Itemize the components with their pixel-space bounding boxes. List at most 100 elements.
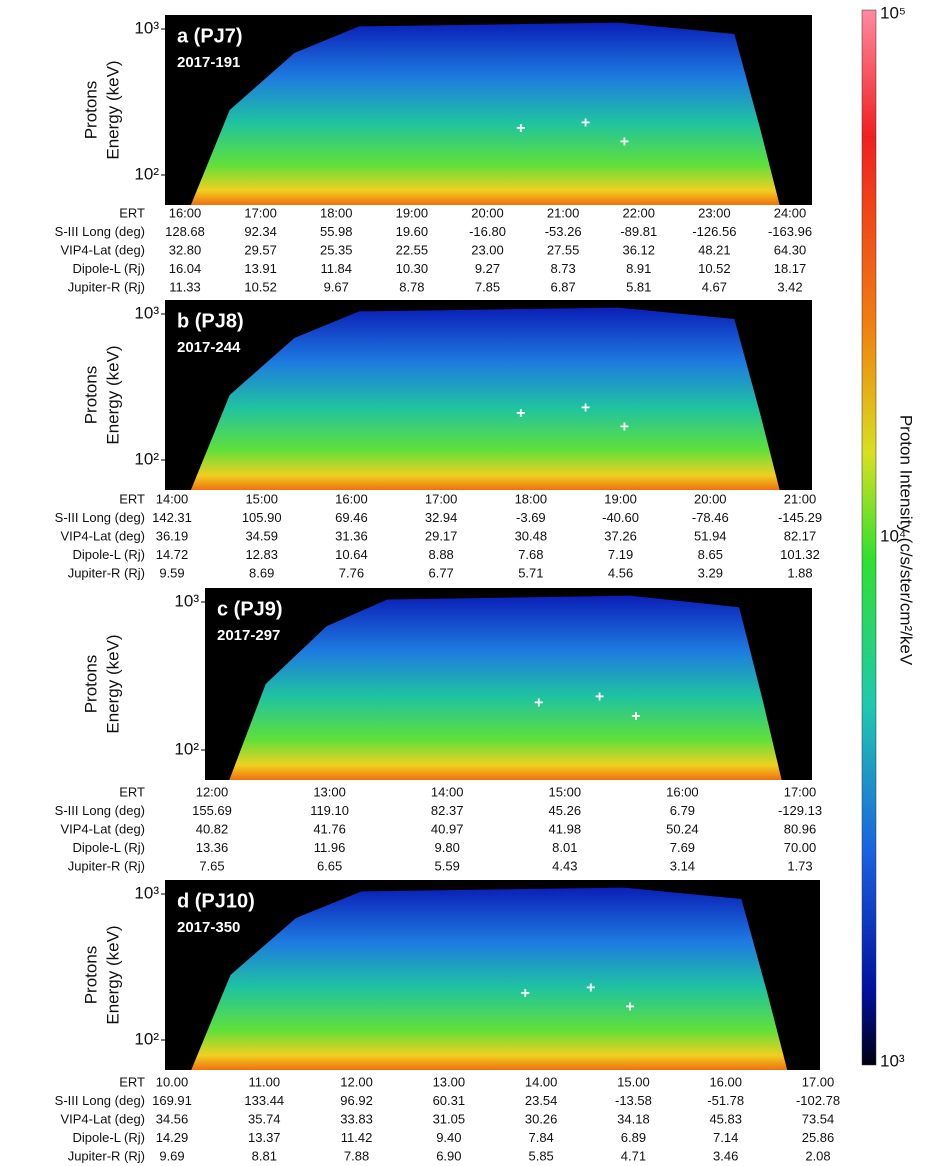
cell: 5.85	[528, 1148, 553, 1163]
cell: 34.18	[617, 1111, 650, 1126]
cell: 10.52	[244, 279, 277, 294]
cell: 9.80	[435, 840, 460, 855]
cell: 27.55	[547, 242, 580, 257]
row-label: Dipole-L (Rj)	[73, 547, 145, 562]
spectrogram	[229, 595, 782, 780]
marker: +	[620, 134, 629, 151]
y-axis-label: Protons	[81, 946, 100, 1005]
cell: 7.14	[713, 1130, 738, 1145]
row-label: Jupiter-R (Rj)	[68, 565, 145, 580]
panel-date: 2017-297	[217, 627, 280, 644]
colorbar-label: Proton Intensity (c/s/ster/cm²/keV	[897, 415, 916, 666]
cell: 80.96	[784, 821, 817, 836]
cell: 36.12	[622, 242, 655, 257]
cell: 31.36	[335, 528, 368, 543]
cell: 10.52	[698, 261, 731, 276]
panel-label: b (PJ8)	[177, 310, 244, 332]
cell: 6.89	[621, 1130, 646, 1145]
cell: 11.84	[320, 261, 352, 276]
cell: -145.29	[778, 510, 822, 525]
cell: 37.26	[604, 528, 637, 543]
cell: 10.00	[156, 1074, 189, 1089]
marker: +	[516, 120, 525, 137]
cell: 12.83	[245, 547, 278, 562]
cell: 19:00	[396, 205, 429, 220]
cell: 34.56	[156, 1111, 189, 1126]
cell: -102.78	[796, 1093, 840, 1108]
cell: 8.78	[399, 279, 424, 294]
cell: 1.73	[787, 858, 812, 873]
row-label: Jupiter-R (Rj)	[68, 858, 145, 873]
colorbar-tick: 10⁴	[880, 526, 906, 545]
cell: 8.65	[698, 547, 723, 562]
cell: 18:00	[515, 491, 548, 506]
cell: 17.00	[802, 1074, 835, 1089]
cell: 48.21	[698, 242, 731, 257]
y-axis-label: Energy (keV)	[103, 345, 122, 444]
cell: 16.04	[169, 261, 202, 276]
y-axis-label: Energy (keV)	[103, 634, 122, 733]
cell: -16.80	[469, 224, 506, 239]
cell: 30.26	[525, 1111, 558, 1126]
cell: 3.46	[713, 1148, 738, 1163]
row-label: Dipole-L (Rj)	[73, 1130, 145, 1145]
marker: +	[581, 400, 590, 417]
cell: 169.91	[152, 1093, 192, 1108]
cell: 3.42	[777, 279, 802, 294]
cell: 23.54	[525, 1093, 558, 1108]
cell: 6.87	[550, 279, 575, 294]
cell: 16.00	[709, 1074, 742, 1089]
cell: 4.67	[702, 279, 727, 294]
cell: 8.91	[626, 261, 651, 276]
cell: 2.08	[805, 1148, 830, 1163]
cell: 19:00	[604, 491, 637, 506]
cell: 11.42	[341, 1130, 373, 1145]
cell: 9.67	[324, 279, 349, 294]
row-label: ERT	[119, 491, 145, 506]
cell: 20:00	[694, 491, 727, 506]
cell: -78.46	[692, 510, 729, 525]
cell: 9.69	[159, 1148, 184, 1163]
y-tick-label: 10²	[174, 739, 199, 758]
cell: 8.88	[428, 547, 453, 562]
cell: 22.55	[396, 242, 429, 257]
cell: 105.90	[242, 510, 282, 525]
y-axis-label: Protons	[81, 81, 100, 140]
cell: 3.14	[670, 858, 695, 873]
cell: 4.43	[552, 858, 577, 873]
cell: -163.96	[768, 224, 812, 239]
row-label: ERT	[119, 205, 145, 220]
cell: 6.79	[670, 803, 695, 818]
row-label: ERT	[119, 784, 145, 799]
cell: 12.00	[340, 1074, 373, 1089]
panel-label: d (PJ10)	[177, 890, 255, 912]
cell: 15.00	[617, 1074, 650, 1089]
cell: 64.30	[774, 242, 807, 257]
row-label: ERT	[119, 1074, 145, 1089]
cell: -3.69	[516, 510, 546, 525]
spectrogram	[190, 307, 780, 490]
cell: 17:00	[784, 784, 817, 799]
cell: 6.77	[428, 565, 453, 580]
cell: 18.17	[774, 261, 807, 276]
marker: +	[521, 985, 530, 1002]
cell: 142.31	[152, 510, 192, 525]
panel-date: 2017-191	[177, 54, 240, 71]
cell: 15:00	[245, 491, 278, 506]
cell: 5.71	[518, 565, 543, 580]
row-label: S-III Long (deg)	[55, 1093, 145, 1108]
marker: +	[620, 419, 629, 436]
cell: 19.60	[396, 224, 429, 239]
cell: 23:00	[698, 205, 731, 220]
cell: 29.57	[244, 242, 277, 257]
cell: 4.71	[621, 1148, 646, 1163]
cell: 24:00	[774, 205, 807, 220]
marker: +	[631, 708, 640, 725]
row-label: VIP4-Lat (deg)	[60, 242, 145, 257]
row-label: S-III Long (deg)	[55, 224, 145, 239]
cell: 15:00	[549, 784, 582, 799]
cell: 8.69	[249, 565, 274, 580]
cell: 70.00	[784, 840, 817, 855]
row-label: Jupiter-R (Rj)	[68, 1148, 145, 1163]
y-axis-label: Energy (keV)	[103, 925, 122, 1024]
